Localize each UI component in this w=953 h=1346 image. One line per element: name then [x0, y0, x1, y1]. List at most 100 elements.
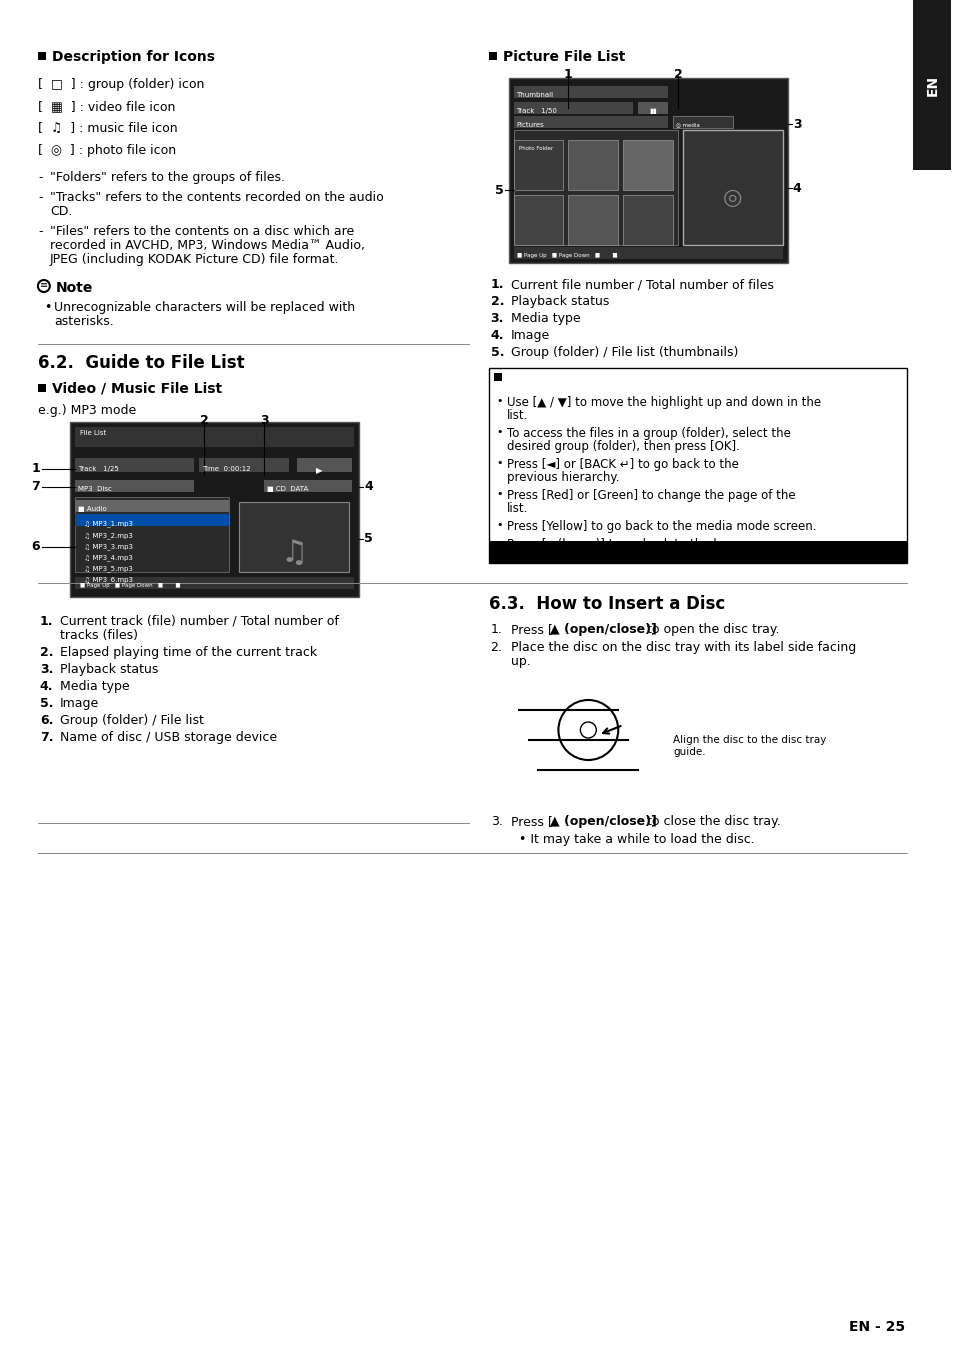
Text: •: •	[497, 427, 502, 437]
Bar	[488, 541, 906, 563]
Bar	[568, 140, 618, 190]
Bar	[682, 131, 782, 245]
Bar	[513, 195, 563, 245]
Text: Current track (file) number / Total number of: Current track (file) number / Total numb…	[60, 615, 338, 629]
Text: [  □  ] : group (folder) icon: [ □ ] : group (folder) icon	[38, 78, 204, 92]
Bar	[38, 52, 46, 61]
Text: To access the files in a group (folder), select the: To access the files in a group (folder),…	[506, 427, 790, 440]
Text: ♫ MP3_5.mp3: ♫ MP3_5.mp3	[84, 565, 132, 572]
Text: Playback status: Playback status	[60, 664, 158, 676]
Text: recorded in AVCHD, MP3, Windows Media™ Audio,: recorded in AVCHD, MP3, Windows Media™ A…	[50, 240, 364, 252]
Bar	[199, 458, 289, 472]
Bar	[74, 481, 194, 493]
Bar	[513, 116, 667, 128]
FancyBboxPatch shape	[912, 0, 950, 170]
Text: ◎: ◎	[722, 188, 741, 209]
Bar	[513, 131, 678, 245]
Text: 6.3.  How to Insert a Disc: 6.3. How to Insert a Disc	[488, 595, 724, 612]
Bar	[513, 86, 667, 98]
Text: -: -	[38, 171, 42, 184]
Text: desired group (folder), then press [OK].: desired group (folder), then press [OK].	[506, 440, 739, 454]
Text: 3: 3	[792, 117, 801, 131]
Text: list.: list.	[506, 502, 527, 516]
Text: "Files" refers to the contents on a disc which are: "Files" refers to the contents on a disc…	[50, 225, 354, 238]
Text: asterisks.: asterisks.	[53, 315, 113, 328]
Text: 4.: 4.	[490, 328, 503, 342]
Bar	[74, 514, 229, 526]
Text: Elapsed playing time of the current track: Elapsed playing time of the current trac…	[60, 646, 316, 660]
Text: Press [◄] or [BACK ↵] to go back to the: Press [◄] or [BACK ↵] to go back to the	[506, 458, 738, 471]
Bar	[74, 577, 354, 590]
Text: Unrecognizable characters will be replaced with: Unrecognizable characters will be replac…	[53, 302, 355, 314]
Text: 5: 5	[495, 183, 503, 197]
Text: How to Navigate through the Track / File List: How to Navigate through the Track / File…	[508, 371, 844, 384]
Text: list.: list.	[506, 409, 527, 423]
Text: Group (folder) / File list: Group (folder) / File list	[60, 713, 204, 727]
Text: Playback status: Playback status	[510, 295, 608, 308]
Text: ▲ (open/close)]: ▲ (open/close)]	[550, 814, 657, 828]
Text: 1: 1	[31, 463, 40, 475]
Text: 2.: 2.	[490, 295, 503, 308]
FancyBboxPatch shape	[70, 423, 358, 598]
Text: 6.2.  Guide to File List: 6.2. Guide to File List	[38, 354, 244, 371]
Text: ♫ MP3_4.mp3: ♫ MP3_4.mp3	[84, 555, 132, 561]
Text: Press [⌂ (home)] to go back to the home menu.: Press [⌂ (home)] to go back to the home …	[506, 538, 786, 551]
Text: ♫ MP3_1.mp3: ♫ MP3_1.mp3	[84, 520, 132, 526]
Text: Picture File List: Picture File List	[502, 50, 624, 65]
Bar	[568, 195, 618, 245]
Text: ▲ (open/close)]: ▲ (open/close)]	[550, 623, 657, 637]
Text: Media type: Media type	[60, 680, 130, 693]
Text: •: •	[497, 396, 502, 406]
Text: ♫ MP3_2.mp3: ♫ MP3_2.mp3	[84, 532, 132, 538]
Text: ♫ MP3_6.mp3: ♫ MP3_6.mp3	[84, 576, 132, 583]
Text: 2: 2	[673, 69, 681, 81]
Text: •: •	[44, 302, 51, 314]
Text: ♫: ♫	[280, 538, 308, 568]
Text: to close the disc tray.: to close the disc tray.	[642, 814, 781, 828]
Text: ▮▮: ▮▮	[649, 108, 657, 114]
Bar	[673, 116, 732, 128]
Bar	[239, 502, 349, 572]
Text: • It may take a while to load the disc.: • It may take a while to load the disc.	[518, 833, 754, 847]
Text: JPEG (including KODAK Picture CD) file format.: JPEG (including KODAK Picture CD) file f…	[50, 253, 339, 267]
Text: Thumbnail: Thumbnail	[516, 92, 553, 98]
Text: Press [: Press [	[510, 814, 552, 828]
Bar	[74, 458, 194, 472]
Bar	[264, 481, 352, 493]
Text: ♫ MP3_3.mp3: ♫ MP3_3.mp3	[84, 542, 132, 549]
Text: EN - 25: EN - 25	[848, 1320, 904, 1334]
Text: 2.: 2.	[490, 641, 502, 654]
Bar	[296, 458, 352, 472]
Text: 2: 2	[200, 415, 209, 427]
Text: Align the disc to the disc tray
guide.: Align the disc to the disc tray guide.	[673, 735, 825, 756]
Text: •: •	[497, 458, 502, 468]
Text: Note: Note	[56, 281, 93, 295]
Text: 5.: 5.	[490, 346, 503, 359]
Text: 7.: 7.	[40, 731, 53, 744]
Bar	[488, 52, 497, 61]
Text: Group (folder) / File list (thumbnails): Group (folder) / File list (thumbnails)	[510, 346, 738, 359]
Text: EN: EN	[924, 74, 939, 96]
Text: 4: 4	[792, 182, 801, 195]
Bar	[38, 384, 46, 392]
Bar	[513, 248, 782, 258]
Text: "Folders" refers to the groups of files.: "Folders" refers to the groups of files.	[50, 171, 285, 184]
Text: ■ Page Up   ■ Page Down   ■       ■: ■ Page Up ■ Page Down ■ ■	[516, 253, 617, 258]
Text: ▶: ▶	[315, 466, 322, 475]
Bar	[74, 427, 354, 447]
Text: Current file number / Total number of files: Current file number / Total number of fi…	[510, 279, 773, 291]
Text: Press [Yellow] to go back to the media mode screen.: Press [Yellow] to go back to the media m…	[506, 520, 815, 533]
Text: 4: 4	[364, 481, 373, 494]
Bar	[508, 680, 667, 800]
Text: up.: up.	[510, 656, 530, 668]
Bar	[513, 102, 633, 114]
Text: ■ Audio: ■ Audio	[78, 506, 107, 511]
Text: tracks (files): tracks (files)	[60, 629, 137, 642]
Text: [  ▦  ] : video file icon: [ ▦ ] : video file icon	[38, 100, 175, 113]
Text: Photo Folder: Photo Folder	[518, 145, 552, 151]
Text: Pictures: Pictures	[516, 122, 544, 128]
Text: 1.: 1.	[490, 279, 503, 291]
Bar	[493, 373, 501, 381]
Text: 3: 3	[259, 415, 269, 427]
Text: Use [▲ / ▼] to move the highlight up and down in the: Use [▲ / ▼] to move the highlight up and…	[506, 396, 820, 409]
